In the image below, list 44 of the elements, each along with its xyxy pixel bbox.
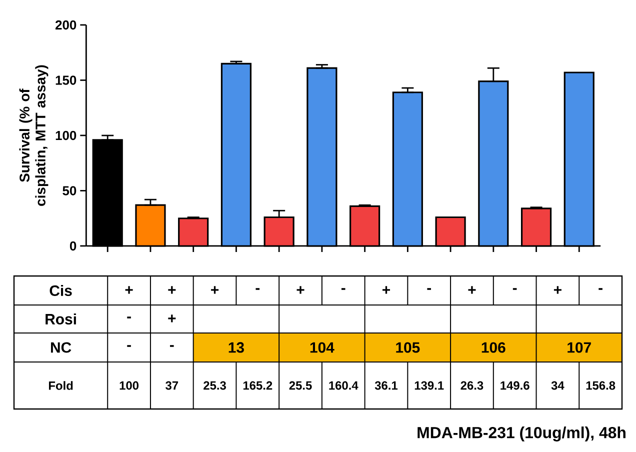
- text: -: [512, 288, 517, 290]
- text: +: [168, 286, 176, 294]
- text: 149.6: [500, 381, 530, 390]
- text: 106: [482, 342, 506, 353]
- text: +: [554, 286, 562, 294]
- text: +: [296, 286, 304, 294]
- text: NC: [51, 342, 72, 353]
- text: Rosi: [46, 314, 76, 324]
- text: 13: [228, 342, 244, 353]
- text: 36.1: [374, 381, 398, 390]
- text: 34: [551, 381, 564, 390]
- text: Fold: [48, 381, 73, 390]
- text: +: [125, 286, 133, 294]
- text: 26.3: [460, 381, 484, 390]
- y-tick-label: 200: [56, 20, 76, 30]
- text: +: [382, 286, 390, 294]
- text: -: [598, 288, 602, 290]
- text: -: [427, 288, 431, 290]
- text: -: [127, 345, 131, 347]
- text: 160.4: [329, 381, 358, 390]
- text: 104: [310, 342, 334, 353]
- text: 105: [396, 342, 420, 353]
- y-tick-label: 50: [62, 186, 76, 196]
- text: -: [127, 316, 131, 318]
- text: 25.5: [289, 381, 312, 390]
- text: -: [256, 288, 260, 290]
- text: 139.1: [414, 381, 444, 390]
- text: 37: [166, 381, 178, 390]
- text: +: [211, 286, 219, 294]
- text: -: [341, 288, 346, 290]
- y-tick-label: 0: [70, 241, 76, 251]
- text: 156.8: [586, 381, 616, 390]
- text: 25.3: [204, 381, 226, 390]
- text: 100: [120, 381, 139, 390]
- y-axis-title: Survival (% of cisplatin, MTT assay): [19, 65, 48, 206]
- y-tick-label: 100: [56, 130, 76, 140]
- text: +: [168, 314, 176, 322]
- y-tick-label: 150: [56, 76, 76, 85]
- text: +: [468, 286, 476, 294]
- text: Cis: [50, 285, 72, 296]
- text: MDA-MB-231 (10ug/ml), 48h: [418, 426, 626, 442]
- text: 107: [568, 342, 591, 353]
- text: -: [170, 345, 174, 347]
- text: 165.2: [243, 381, 272, 390]
